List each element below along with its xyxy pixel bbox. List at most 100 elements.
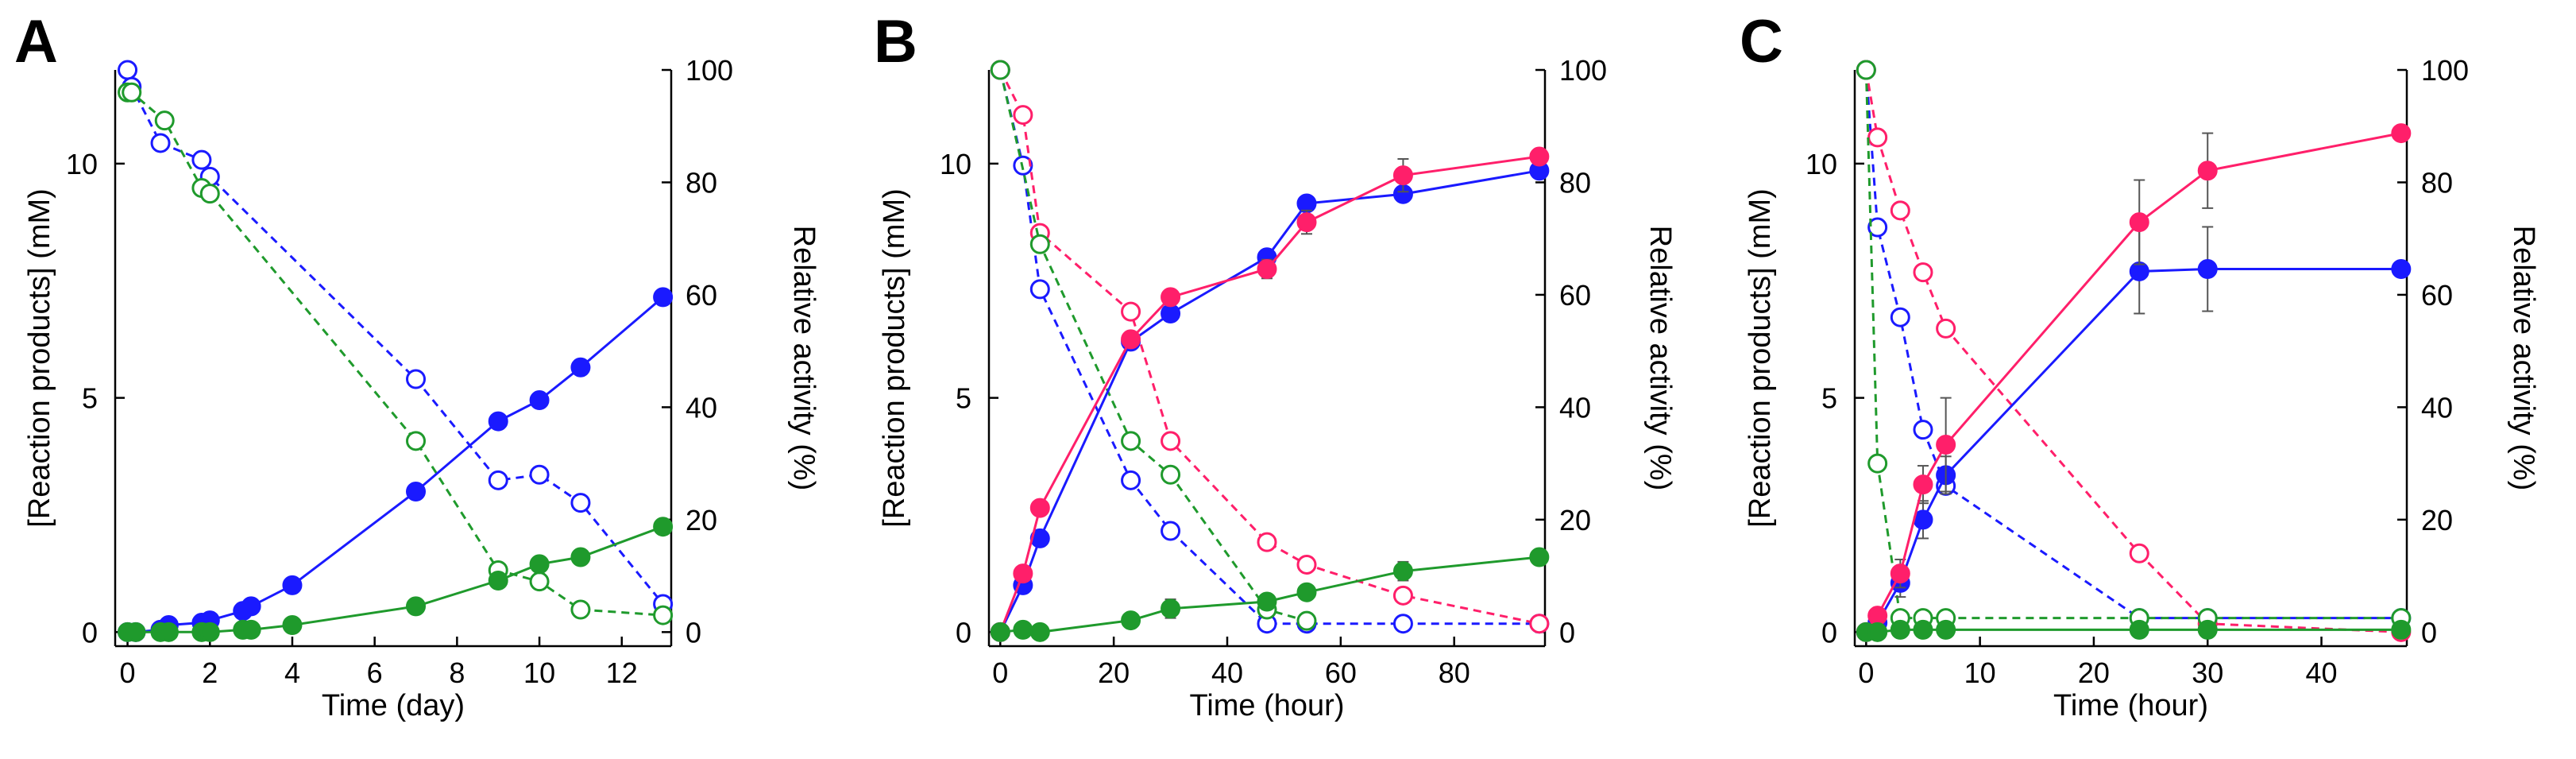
data-point bbox=[1161, 464, 1181, 485]
data-point bbox=[199, 622, 220, 642]
data-point bbox=[1121, 329, 1141, 350]
y-tick-label: 10 bbox=[1806, 148, 1837, 180]
data-point bbox=[150, 133, 171, 153]
data-point bbox=[1529, 146, 1550, 167]
data-point bbox=[2391, 259, 2412, 280]
x-tick-label: 0 bbox=[1858, 656, 1874, 689]
series-activity-green bbox=[118, 82, 674, 625]
data-point bbox=[199, 184, 220, 204]
data-point bbox=[282, 575, 303, 595]
panel-label: B bbox=[874, 8, 917, 76]
series-products-green bbox=[990, 547, 1550, 642]
data-point bbox=[1867, 453, 1888, 474]
data-point bbox=[1890, 307, 1910, 327]
data-point bbox=[570, 599, 591, 620]
data-point bbox=[118, 60, 138, 80]
data-point bbox=[1013, 563, 1033, 584]
y2-tick-label: 60 bbox=[1559, 279, 1591, 312]
y-tick-label: 0 bbox=[82, 616, 98, 649]
y-tick-label: 5 bbox=[1821, 382, 1837, 415]
y-tick-label: 5 bbox=[82, 382, 98, 415]
y2-tick-label: 80 bbox=[1559, 166, 1591, 199]
data-point bbox=[1913, 420, 1933, 440]
y2-axis-label: Relative activity (%) bbox=[1643, 226, 1677, 491]
data-point bbox=[1529, 614, 1550, 634]
data-point bbox=[241, 619, 261, 640]
x-tick-label: 10 bbox=[523, 656, 555, 689]
series-products-pink bbox=[990, 146, 1550, 642]
data-point bbox=[126, 622, 146, 642]
y-axis-label: [Reaction products] (mM) bbox=[23, 188, 56, 528]
series-line bbox=[1864, 69, 2401, 633]
y-tick-label: 0 bbox=[956, 616, 971, 649]
data-point bbox=[2129, 619, 2149, 640]
data-point bbox=[1392, 165, 1413, 186]
y2-tick-label: 0 bbox=[1559, 616, 1575, 649]
data-point bbox=[1392, 614, 1413, 634]
data-point bbox=[1392, 561, 1413, 582]
x-tick-label: 0 bbox=[120, 656, 136, 689]
data-point bbox=[653, 517, 674, 537]
y2-tick-label: 100 bbox=[2421, 54, 2469, 87]
data-point bbox=[1296, 610, 1317, 631]
series-products-pink bbox=[1856, 123, 2412, 642]
y2-axis-label: Relative activity (%) bbox=[787, 226, 821, 491]
series-products-blue bbox=[990, 161, 1550, 642]
data-point bbox=[570, 547, 591, 567]
series-activity-blue bbox=[1856, 60, 2412, 629]
data-point bbox=[653, 287, 674, 308]
y-tick-label: 0 bbox=[1821, 616, 1837, 649]
x-tick-label: 12 bbox=[606, 656, 638, 689]
y2-tick-label: 80 bbox=[2421, 166, 2453, 199]
series-line bbox=[998, 169, 1540, 633]
series-products-green bbox=[1856, 619, 2412, 642]
data-point bbox=[2129, 543, 2149, 563]
data-point bbox=[1013, 105, 1033, 126]
data-point bbox=[1161, 304, 1181, 324]
series-activity-green bbox=[990, 60, 1317, 631]
data-point bbox=[990, 622, 1010, 642]
data-point bbox=[406, 481, 427, 501]
data-point bbox=[1121, 431, 1141, 451]
data-point bbox=[191, 149, 212, 170]
data-point bbox=[1856, 60, 1876, 80]
data-point bbox=[1936, 619, 1956, 640]
y2-tick-label: 20 bbox=[686, 504, 717, 536]
y2-tick-label: 20 bbox=[1559, 504, 1591, 536]
series-line bbox=[1864, 69, 2401, 620]
series-line bbox=[1864, 69, 2401, 620]
data-point bbox=[1296, 554, 1317, 575]
x-tick-label: 2 bbox=[202, 656, 218, 689]
data-point bbox=[1296, 582, 1317, 602]
data-point bbox=[2197, 259, 2218, 280]
data-point bbox=[2197, 619, 2218, 640]
y-axis-label: [Reaction products] (mM) bbox=[1744, 188, 1777, 528]
data-point bbox=[241, 596, 261, 617]
data-point bbox=[2129, 261, 2149, 281]
data-point bbox=[1936, 318, 1956, 339]
y2-tick-label: 40 bbox=[686, 391, 717, 424]
data-point bbox=[154, 110, 175, 131]
x-tick-label: 6 bbox=[367, 656, 383, 689]
data-point bbox=[1890, 619, 1910, 640]
y2-tick-label: 0 bbox=[686, 616, 701, 649]
data-point bbox=[2391, 619, 2412, 640]
data-point bbox=[1936, 435, 1956, 455]
data-point bbox=[990, 60, 1010, 80]
y2-tick-label: 80 bbox=[686, 166, 717, 199]
y2-tick-label: 60 bbox=[686, 279, 717, 312]
data-point bbox=[158, 622, 179, 642]
data-point bbox=[1890, 563, 1910, 584]
data-point bbox=[1161, 287, 1181, 308]
data-point bbox=[1913, 619, 1933, 640]
data-point bbox=[1296, 212, 1317, 233]
x-tick-label: 30 bbox=[2192, 656, 2223, 689]
data-point bbox=[1913, 509, 1933, 530]
data-point bbox=[570, 357, 591, 378]
data-point bbox=[406, 596, 427, 617]
panel-label: C bbox=[1740, 8, 1783, 76]
x-axis-label: Time (hour) bbox=[1190, 689, 1345, 722]
data-point bbox=[2197, 161, 2218, 181]
series-products-blue bbox=[118, 287, 674, 642]
